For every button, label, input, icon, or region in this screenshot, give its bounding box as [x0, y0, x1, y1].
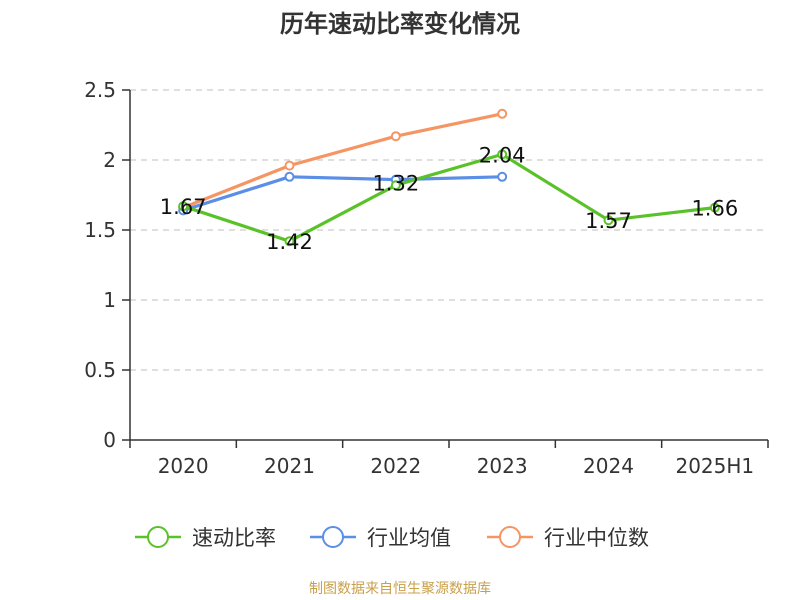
data-point: [709, 202, 720, 213]
legend-swatch-marker: [499, 526, 521, 548]
legend-label: 速动比率: [192, 526, 276, 550]
legend-item[interactable]: 速动比率: [135, 526, 276, 550]
legend-swatch-marker: [322, 526, 344, 548]
legend-item[interactable]: 行业中位数: [487, 526, 649, 550]
data-point: [497, 108, 508, 119]
series-line: [182, 152, 716, 243]
data-point: [497, 149, 508, 160]
data-point: [284, 236, 295, 247]
axes: 0 0.5 1 1.5 2 2.5 2020 2021 2022 2023 2024 2025H1: [84, 78, 769, 478]
data-point: [390, 131, 401, 142]
data-point: [284, 160, 295, 171]
series-line: [182, 112, 503, 210]
data-point: [497, 171, 508, 182]
grid-lines: [130, 89, 768, 371]
legend-item[interactable]: 行业均值: [310, 526, 451, 550]
legend[interactable]: 速动比率 行业均值 行业中位数: [135, 526, 649, 550]
series-line: [182, 175, 503, 212]
y-tick-label: 0: [103, 428, 116, 452]
data-point: [603, 215, 614, 226]
series-lines: [178, 108, 720, 247]
x-tick-label: 2023: [477, 454, 528, 478]
data-point: [178, 201, 189, 212]
y-tick-label: 1.5: [84, 218, 116, 242]
x-tick-label: 2020: [158, 454, 209, 478]
data-labels: 1.67 1.42 2.04 1.57 1.66 1.32: [160, 143, 738, 254]
data-label: 1.57: [585, 209, 632, 233]
legend-label: 行业均值: [367, 526, 451, 550]
data-label: 1.67: [160, 195, 207, 219]
data-point: [390, 180, 401, 191]
data-label: 1.32: [372, 171, 419, 195]
x-tick-label: 2025H1: [675, 454, 754, 478]
y-tick-label: 2.5: [84, 78, 116, 102]
y-tick-label: 0.5: [84, 358, 116, 382]
legend-swatch-marker: [147, 526, 169, 548]
data-label: 2.04: [479, 143, 526, 167]
y-tick-label: 1: [103, 288, 116, 312]
data-point: [284, 171, 295, 182]
data-label: 1.42: [266, 230, 313, 254]
x-tick-label: 2022: [370, 454, 421, 478]
x-tick-label: 2021: [264, 454, 315, 478]
data-label: 1.66: [691, 197, 738, 221]
y-tick-label: 2: [103, 148, 116, 172]
footer-source-text: 制图数据来自恒生聚源数据库: [309, 581, 491, 597]
x-tick-label: 2024: [583, 454, 634, 478]
legend-label: 行业中位数: [544, 526, 649, 550]
chart-title: 历年速动比率变化情况: [280, 10, 520, 38]
